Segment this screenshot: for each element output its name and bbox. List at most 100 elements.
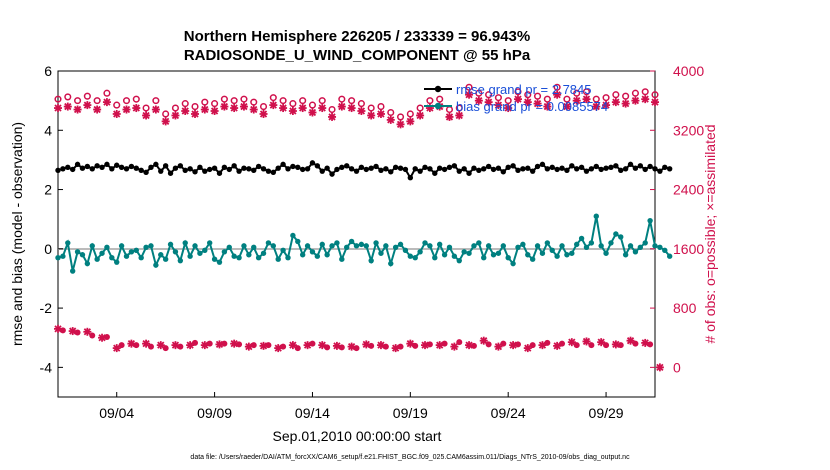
bias-point: [383, 243, 389, 249]
left-tick-label: -2: [40, 300, 53, 316]
obs-possible-point: [230, 97, 238, 105]
obs-assimilated-point: [288, 107, 297, 116]
obs-possible-point: [622, 92, 630, 100]
rmse-point: [60, 166, 66, 172]
bias-point: [417, 249, 423, 255]
bias-point: [358, 241, 365, 248]
rmse-point: [569, 163, 575, 169]
obs-lower-point: [265, 342, 272, 349]
bias-point: [392, 244, 399, 251]
bias-point: [89, 243, 95, 249]
obs-assimilated-point: [484, 98, 493, 107]
left-axis-label: rmse and bias (model - observation): [9, 122, 25, 346]
rmse-point: [167, 170, 174, 176]
right-tick-label: 800: [673, 300, 697, 316]
bias-point: [569, 250, 575, 256]
obs-possible-point: [357, 100, 365, 108]
obs-lower-point: [588, 342, 595, 349]
obs-possible-point: [93, 97, 101, 105]
rmse-point: [495, 165, 502, 171]
obs-possible-point: [269, 94, 277, 102]
rmse-point: [280, 161, 286, 168]
bias-point: [65, 240, 71, 246]
obs-assimilated-point: [308, 108, 317, 117]
obs-possible-point: [308, 101, 317, 109]
bias-point: [539, 250, 546, 256]
rmse-point: [622, 166, 629, 172]
bias-point: [285, 255, 291, 261]
obs-lower-point: [324, 344, 331, 351]
right-tick-label: 0: [673, 359, 681, 375]
obs-lower-point: [456, 339, 463, 346]
obs-possible-point: [524, 91, 532, 99]
rmse-point: [358, 164, 365, 171]
obs-possible-point: [602, 94, 610, 102]
bias-point: [461, 249, 467, 255]
rmse-point: [329, 171, 335, 177]
obs-assimilated-point: [504, 104, 513, 113]
rmse-point: [588, 166, 595, 172]
bias-point: [373, 240, 379, 246]
obs-possible-point: [122, 97, 131, 105]
bias-point: [666, 253, 673, 259]
rmse-point: [544, 166, 551, 172]
obs-lower-point: [412, 342, 419, 349]
rmse-point: [451, 163, 458, 169]
bias-point: [427, 243, 433, 249]
rmse-point: [309, 160, 316, 166]
rmse-point: [539, 161, 546, 168]
x-tick-label: 09/24: [491, 405, 526, 421]
bias-point: [94, 256, 100, 262]
bias-point: [608, 240, 614, 246]
obs-possible-point: [64, 93, 72, 101]
rmse-point: [627, 161, 634, 168]
obs-lower-point: [426, 341, 433, 348]
obs-lower-point: [421, 341, 430, 350]
obs-possible-point: [201, 98, 209, 106]
obs-possible-point: [113, 101, 121, 109]
obs-lower-point: [567, 338, 576, 347]
footer-data-file: data file: /Users/raeder/DAI/ATM_forcXX/…: [190, 454, 630, 461]
rmse-point: [290, 163, 296, 170]
obs-assimilated-point: [543, 102, 552, 111]
bias-point: [412, 255, 418, 261]
rmse-point: [485, 163, 492, 170]
obs-assimilated-point: [611, 98, 620, 107]
rmse-point: [251, 167, 257, 173]
obs-lower-point: [318, 341, 327, 350]
obs-possible-point: [152, 97, 160, 105]
bias-point: [505, 255, 511, 261]
chart-title-line1: Northern Hemisphere 226205 / 233339 = 96…: [184, 28, 530, 45]
rmse-point: [133, 165, 139, 171]
obs-possible-point: [367, 104, 375, 112]
obs-assimilated-point: [651, 98, 659, 107]
bias-point: [588, 240, 595, 246]
obs-assimilated-point: [416, 111, 425, 120]
bias-point: [564, 252, 570, 258]
obs-assimilated-point: [494, 101, 503, 110]
right-axis-ticks: 0 800 1600 2400 3200 4000: [650, 63, 704, 375]
right-axis-label: # of obs: o=possible; ×=assimilated: [702, 124, 718, 343]
right-tick-label: 3200: [673, 122, 704, 138]
obs-lower-point: [338, 344, 345, 351]
bias-point: [128, 249, 135, 255]
rmse-point: [348, 166, 355, 172]
obs-possible-point: [132, 95, 140, 103]
obs-assimilated-point: [298, 104, 307, 113]
rmse-point: [392, 164, 399, 171]
bias-point: [236, 255, 242, 261]
obs-lower-point: [147, 343, 154, 350]
bias-point: [353, 243, 360, 249]
rmse-point: [295, 164, 301, 171]
obs-assimilated-point: [376, 109, 385, 118]
rmse-point: [231, 163, 237, 169]
rmse-point: [177, 163, 184, 169]
obs-assimilated-point: [572, 96, 581, 105]
bias-point: [529, 256, 536, 262]
obs-lower-point: [514, 341, 521, 348]
rmse-point: [642, 166, 648, 173]
right-tick-label: 1600: [673, 241, 704, 257]
bias-point: [578, 235, 585, 242]
bias-point: [334, 240, 340, 246]
bias-point: [544, 240, 551, 246]
